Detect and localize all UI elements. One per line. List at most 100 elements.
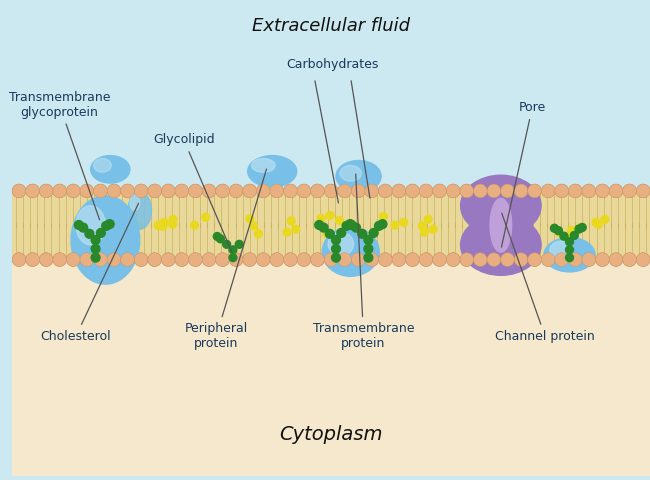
Circle shape: [500, 253, 514, 266]
Circle shape: [338, 253, 352, 266]
Circle shape: [365, 184, 379, 198]
Circle shape: [380, 213, 387, 220]
Circle shape: [256, 253, 270, 266]
Circle shape: [500, 184, 514, 198]
Circle shape: [338, 253, 352, 266]
Circle shape: [26, 253, 40, 266]
Circle shape: [392, 253, 406, 266]
Circle shape: [419, 253, 433, 266]
Circle shape: [169, 216, 177, 223]
Ellipse shape: [461, 215, 541, 276]
Circle shape: [202, 253, 216, 266]
Circle shape: [473, 253, 488, 266]
Circle shape: [135, 221, 143, 229]
Circle shape: [154, 222, 162, 229]
Circle shape: [424, 216, 432, 223]
Circle shape: [566, 238, 573, 246]
Circle shape: [460, 253, 474, 266]
Bar: [12, 4, 650, 225]
Circle shape: [473, 184, 488, 198]
Circle shape: [555, 184, 569, 198]
Circle shape: [53, 253, 66, 266]
Circle shape: [514, 184, 528, 198]
Circle shape: [429, 225, 437, 233]
Circle shape: [107, 253, 121, 266]
Circle shape: [188, 184, 202, 198]
Circle shape: [216, 184, 229, 198]
Circle shape: [229, 253, 243, 266]
Circle shape: [66, 253, 80, 266]
Circle shape: [364, 244, 373, 253]
Circle shape: [324, 184, 338, 198]
Circle shape: [541, 253, 555, 266]
Circle shape: [311, 184, 324, 198]
Circle shape: [161, 253, 175, 266]
Ellipse shape: [322, 227, 379, 276]
Circle shape: [609, 253, 623, 266]
Circle shape: [570, 231, 578, 240]
Circle shape: [270, 253, 283, 266]
Circle shape: [392, 184, 406, 198]
Circle shape: [161, 253, 175, 266]
Circle shape: [148, 253, 162, 266]
Circle shape: [582, 184, 596, 198]
Text: Extracellular fluid: Extracellular fluid: [252, 17, 410, 35]
Ellipse shape: [90, 156, 130, 183]
Circle shape: [578, 224, 586, 231]
Circle shape: [202, 184, 216, 198]
Circle shape: [80, 184, 94, 198]
Circle shape: [569, 253, 582, 266]
Circle shape: [352, 253, 365, 266]
Circle shape: [12, 184, 26, 198]
Circle shape: [378, 253, 392, 266]
Circle shape: [107, 253, 121, 266]
Circle shape: [243, 184, 257, 198]
Circle shape: [609, 184, 623, 198]
Circle shape: [213, 232, 221, 240]
Circle shape: [400, 218, 408, 226]
Circle shape: [406, 184, 419, 198]
Circle shape: [94, 184, 107, 198]
Circle shape: [352, 223, 360, 232]
Circle shape: [358, 229, 367, 238]
Circle shape: [541, 184, 555, 198]
Circle shape: [365, 253, 379, 266]
Circle shape: [324, 253, 338, 266]
Circle shape: [202, 253, 216, 266]
Circle shape: [188, 253, 202, 266]
Circle shape: [283, 253, 297, 266]
Circle shape: [582, 253, 596, 266]
Circle shape: [473, 253, 488, 266]
Circle shape: [460, 253, 474, 266]
Circle shape: [378, 184, 392, 198]
Circle shape: [500, 253, 514, 266]
Circle shape: [487, 253, 501, 266]
Circle shape: [365, 253, 379, 266]
Circle shape: [102, 221, 110, 230]
Circle shape: [555, 228, 563, 237]
Circle shape: [326, 229, 334, 238]
Circle shape: [80, 253, 94, 266]
Circle shape: [577, 223, 584, 231]
Circle shape: [528, 253, 541, 266]
Circle shape: [270, 184, 283, 198]
Circle shape: [346, 220, 354, 228]
Circle shape: [566, 254, 573, 262]
Circle shape: [433, 184, 447, 198]
Ellipse shape: [130, 195, 140, 211]
Circle shape: [250, 222, 257, 229]
Circle shape: [447, 253, 460, 266]
Circle shape: [283, 184, 297, 198]
Circle shape: [595, 253, 609, 266]
Circle shape: [66, 253, 80, 266]
Ellipse shape: [336, 160, 381, 192]
Circle shape: [567, 226, 575, 234]
Circle shape: [319, 223, 328, 232]
Text: Cholesterol: Cholesterol: [41, 203, 138, 343]
Circle shape: [107, 184, 121, 198]
Circle shape: [159, 222, 167, 230]
Circle shape: [121, 184, 135, 198]
Circle shape: [292, 225, 300, 233]
Circle shape: [419, 184, 433, 198]
Circle shape: [26, 253, 40, 266]
